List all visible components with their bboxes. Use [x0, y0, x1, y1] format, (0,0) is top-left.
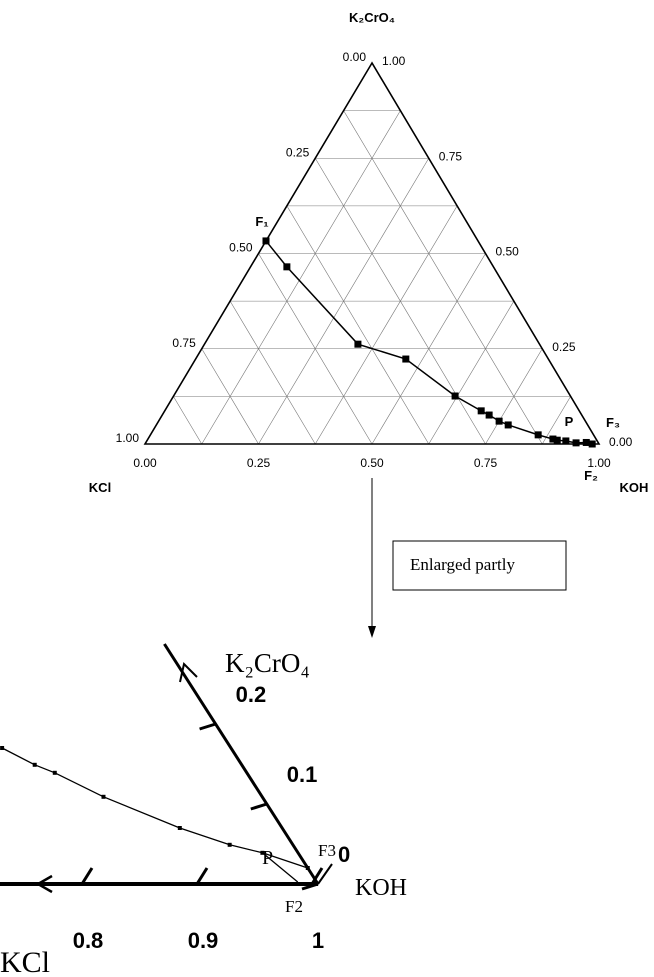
- point-label: P: [565, 414, 574, 429]
- ternary-plot: K₂CrO₄ KCl KOH 0.00 0.25 0.50 0.75 1.00 1.00 0.75…: [89, 10, 649, 495]
- data-point: [495, 417, 503, 425]
- vertex-label: KCl: [0, 946, 50, 977]
- point-label: F3: [318, 841, 336, 860]
- tick-mark: [310, 867, 324, 885]
- tick-label: 0.25: [552, 340, 576, 354]
- data-point: [572, 439, 580, 447]
- data-point: [534, 431, 542, 439]
- data-point: [582, 438, 590, 446]
- vertex-label: KOH: [355, 875, 407, 901]
- tick-label: 0.00: [343, 50, 367, 64]
- grid-line: [371, 253, 486, 445]
- tick-label: 1.00: [587, 456, 611, 470]
- grid-line: [343, 110, 543, 445]
- grid-line: [541, 396, 571, 445]
- grid-line: [428, 300, 515, 445]
- tick-label: 0.00: [609, 435, 633, 449]
- curve: [1, 747, 308, 869]
- tick-label: 1.00: [116, 431, 140, 445]
- data-point: [305, 866, 310, 870]
- tick-label: 1: [312, 928, 324, 953]
- tick-label: 0.75: [439, 149, 463, 163]
- data-point: [177, 826, 182, 830]
- data-point: [588, 440, 596, 448]
- grid-line: [201, 110, 401, 445]
- tick-label: 0.2: [236, 682, 267, 707]
- data-point: [0, 746, 5, 750]
- data-point: [549, 435, 557, 443]
- annotation-box: [392, 540, 567, 591]
- data-point: [283, 263, 291, 271]
- axis-arrow: [179, 662, 198, 683]
- grid-line: [201, 348, 259, 445]
- tick-label: 0.25: [286, 145, 310, 159]
- tick-mark: [250, 802, 268, 811]
- data-point: [101, 794, 106, 799]
- tick-mark: [195, 867, 209, 885]
- triangle-frame: [143, 61, 601, 445]
- vertex-label: KOH: [620, 480, 649, 495]
- zoom-plot: 0.8 0.9 1 0 0.1 0.2 K₂CrO₄ KOH KCl P F3 F2: [0, 643, 407, 977]
- tie-line: [261, 852, 299, 883]
- tick-label: 0.1: [287, 762, 318, 787]
- data-point: [262, 237, 270, 245]
- vertex-label: K₂CrO₄: [225, 648, 310, 678]
- tick-label: 1.00: [382, 54, 406, 68]
- point-label: F₃: [606, 415, 620, 430]
- axis-arrow: [35, 874, 53, 894]
- tick-label: 0: [338, 842, 350, 867]
- point-label: P: [262, 847, 273, 869]
- data-point: [485, 411, 493, 419]
- tick-mark: [301, 882, 319, 891]
- curve: [265, 240, 593, 445]
- vertex-label: KCl: [89, 480, 111, 495]
- grid-line: [286, 205, 430, 445]
- grid-line: [485, 348, 543, 445]
- data-point: [227, 842, 232, 847]
- data-point: [562, 437, 570, 445]
- grid-line: [229, 300, 316, 445]
- data-point: [504, 421, 512, 429]
- grid-line: [314, 205, 458, 445]
- tick-label: 0.50: [229, 241, 253, 255]
- tick-mark: [80, 867, 94, 885]
- data-point: [477, 407, 485, 415]
- tick-label: 0.8: [73, 928, 104, 953]
- point-label: F2: [285, 897, 303, 916]
- data-point: [553, 436, 561, 444]
- arrow-head: [368, 626, 376, 638]
- axis-line: [163, 643, 320, 885]
- tick-mark: [199, 722, 217, 731]
- tick-label: 0.9: [188, 928, 219, 953]
- vertex-label: K₂CrO₄: [349, 10, 395, 25]
- tick-label: 0.50: [360, 456, 384, 470]
- annotation: Enlarged partly: [410, 555, 515, 574]
- data-point: [52, 770, 57, 775]
- data-point: [260, 850, 265, 855]
- data-point: [32, 762, 37, 767]
- tick-label: 0.50: [496, 245, 520, 259]
- tick-label: 0.00: [133, 456, 157, 470]
- grid-line: [173, 396, 203, 445]
- grid-line: [258, 253, 373, 445]
- axis-line: [317, 863, 333, 885]
- tick-label: 0.75: [474, 456, 498, 470]
- point-label: F₁: [255, 214, 268, 229]
- data-point: [354, 340, 362, 348]
- tick-label: 0.75: [172, 336, 196, 350]
- tick-label: 0.25: [247, 456, 271, 470]
- point-label: F₂: [584, 468, 598, 483]
- data-point: [451, 392, 459, 400]
- data-point: [402, 355, 410, 363]
